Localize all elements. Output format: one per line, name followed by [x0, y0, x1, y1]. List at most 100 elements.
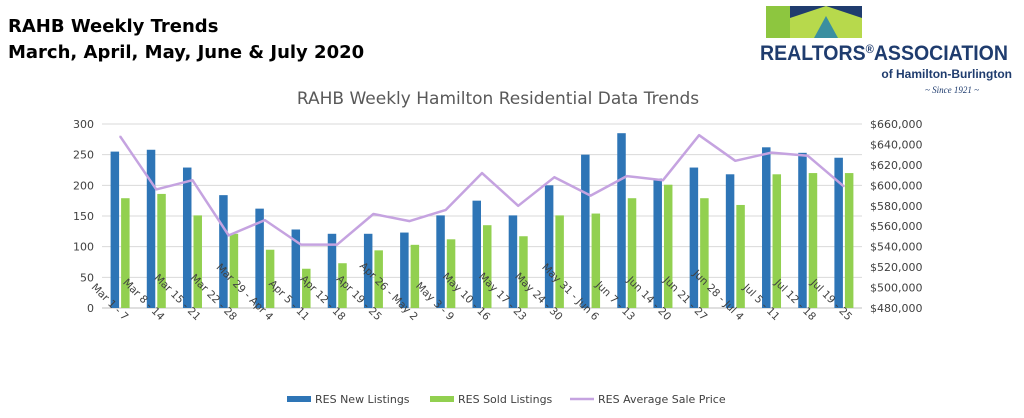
- bar-sold-listings: [265, 249, 275, 308]
- logo-green-block: [766, 6, 790, 38]
- bar-sold-listings: [157, 193, 166, 308]
- logo-since: ~ Since 1921 ~: [925, 85, 979, 95]
- legend-swatch: [430, 396, 454, 402]
- legend-label: RES Average Sale Price: [598, 393, 726, 406]
- bar-series: [110, 133, 854, 308]
- line-point: [300, 243, 302, 246]
- chart-title: RAHB Weekly Hamilton Residential Data Tr…: [297, 89, 699, 109]
- y-left-tick-label: 50: [80, 271, 94, 284]
- bar-sold-listings: [410, 244, 420, 308]
- bar-sold-listings: [483, 225, 492, 308]
- y-left-tick-label: 100: [73, 241, 94, 254]
- line-point: [770, 151, 773, 154]
- bar-new-listings: [182, 167, 192, 308]
- bar-new-listings: [472, 200, 481, 308]
- bar-new-listings: [725, 174, 735, 308]
- bar-sold-listings: [844, 173, 854, 308]
- bar-new-listings: [653, 178, 662, 308]
- line-point: [553, 176, 556, 178]
- bar-new-listings: [581, 154, 590, 308]
- line-average-sale-price: [119, 133, 845, 246]
- logo-registered-mark: ®: [866, 42, 874, 56]
- bar-new-listings: [400, 232, 409, 308]
- y-left-tick-label: 250: [73, 149, 94, 162]
- bar-new-listings: [798, 152, 807, 308]
- line-point: [589, 194, 592, 197]
- logo-name-line2: ASSOCIATION: [874, 42, 1008, 65]
- bar-sold-listings: [700, 198, 709, 308]
- bar-sold-listings: [555, 215, 564, 308]
- bar-sold-listings: [446, 239, 456, 308]
- page-title: RAHB Weekly Trends: [8, 16, 219, 37]
- y-right-tick-label: $540,000: [870, 241, 923, 254]
- y-right-tick-label: $480,000: [870, 302, 923, 315]
- bar-sold-listings: [229, 233, 239, 308]
- line-point: [227, 234, 230, 237]
- bar-sold-listings: [338, 263, 347, 308]
- bar-new-listings: [291, 229, 301, 308]
- bar-new-listings: [219, 195, 228, 308]
- y-right-tick-label: $520,000: [870, 261, 923, 274]
- line-point: [119, 135, 121, 138]
- bar-sold-listings: [627, 198, 637, 308]
- bar-new-listings: [617, 133, 626, 308]
- legend-swatch: [287, 396, 311, 402]
- y-left-tick-label: 150: [73, 210, 94, 223]
- bar-sold-listings: [302, 268, 311, 308]
- line-point: [843, 185, 845, 188]
- line-point: [662, 179, 664, 182]
- line-point: [445, 209, 447, 211]
- y-right-tick-label: $660,000: [870, 118, 923, 131]
- line-point: [698, 134, 700, 137]
- y-right-tick-label: $560,000: [870, 220, 923, 233]
- bar-sold-listings: [519, 236, 528, 308]
- line-point: [408, 220, 411, 222]
- y-right-tick-label: $640,000: [870, 138, 923, 151]
- bar-new-listings: [363, 233, 373, 308]
- line-point: [155, 188, 158, 191]
- line-point: [264, 219, 266, 221]
- line-series: [119, 133, 845, 246]
- logo-name-line1: REALTORS: [760, 42, 866, 65]
- y-left-tick-label: 300: [73, 118, 94, 131]
- y-right-tick-label: $580,000: [870, 200, 923, 213]
- line-point: [734, 160, 737, 162]
- bar-new-listings: [689, 167, 699, 308]
- bar-new-listings: [327, 233, 337, 308]
- y-right-tick-label: $500,000: [870, 282, 923, 295]
- legend: RES New Listings RES Sold Listings RES Ave…: [287, 393, 726, 406]
- line-point: [625, 175, 628, 177]
- grid-lines: [102, 123, 862, 309]
- bar-sold-listings: [121, 198, 130, 308]
- realtors-association-logo: REALTORS®ASSOCIATION of Hamilton-Burling…: [760, 6, 1012, 95]
- bar-sold-listings: [663, 184, 673, 308]
- bar-sold-listings: [808, 173, 818, 308]
- bar-new-listings: [544, 185, 554, 308]
- page-subtitle: March, April, May, June & July 2020: [8, 42, 365, 63]
- y-right-tick-label: $620,000: [870, 159, 923, 172]
- line-point: [806, 154, 809, 157]
- logo-roof-accent: [814, 16, 838, 38]
- line-point: [517, 204, 519, 207]
- bar-new-listings: [834, 157, 843, 308]
- legend-label: RES New Listings: [315, 393, 410, 406]
- logo-name: REALTORS®ASSOCIATION: [760, 42, 1008, 65]
- y-left-tick-label: 200: [73, 179, 94, 192]
- bar-new-listings: [436, 215, 445, 308]
- bar-new-listings: [762, 147, 771, 308]
- bar-new-listings: [255, 208, 264, 308]
- y-right-tick-label: $600,000: [870, 179, 923, 192]
- logo-region: of Hamilton-Burlington: [881, 67, 1012, 81]
- legend-label: RES Sold Listings: [458, 393, 553, 406]
- bar-new-listings: [110, 151, 120, 308]
- bar-new-listings: [508, 215, 518, 308]
- bar-sold-listings: [772, 174, 782, 308]
- y-left-tick-label: 0: [87, 302, 94, 315]
- bar-sold-listings: [374, 250, 383, 308]
- bar-sold-listings: [736, 204, 745, 308]
- bar-sold-listings: [591, 213, 601, 308]
- bar-sold-listings: [193, 215, 202, 308]
- page-header: RAHB Weekly Trends March, April, May, Ju…: [8, 14, 364, 66]
- line-point: [481, 172, 483, 174]
- bar-new-listings: [146, 149, 156, 308]
